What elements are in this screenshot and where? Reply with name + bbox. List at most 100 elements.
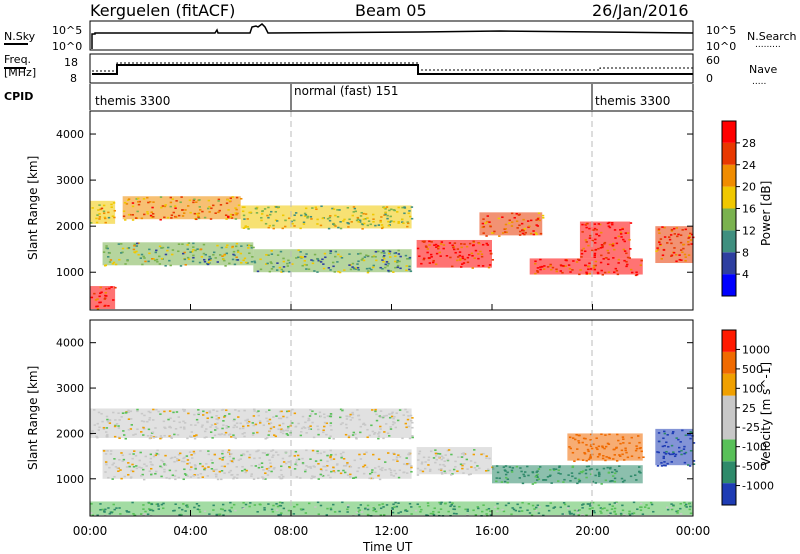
power-cell: [663, 236, 667, 238]
velocity-cell: [339, 472, 343, 475]
velocity-cell: [292, 513, 296, 515]
velocity-cell: [419, 510, 422, 513]
velocity-cell: [562, 481, 565, 483]
velocity-cell: [144, 510, 147, 513]
velocity-cell: [221, 458, 224, 461]
velocity-cell: [615, 502, 618, 505]
velocity-cell: [267, 469, 270, 472]
velocity-cell: [359, 458, 363, 460]
velocity-cell: [168, 425, 172, 428]
velocity-cell: [424, 467, 427, 470]
power-cell: [192, 199, 196, 201]
velocity-cell: [344, 433, 348, 436]
colorbar-tick-label: 8: [742, 246, 749, 259]
velocity-cell: [253, 504, 257, 506]
velocity-cell: [216, 427, 219, 430]
velocity-cell: [610, 508, 614, 510]
velocity-cell: [670, 503, 673, 505]
velocity-cell: [246, 418, 250, 421]
power-cell: [534, 232, 537, 234]
velocity-cell: [389, 469, 393, 472]
power-cell: [217, 200, 220, 202]
velocity-cell: [220, 478, 223, 481]
velocity-cell: [227, 451, 231, 453]
velocity-cell: [411, 435, 414, 437]
power-cell: [617, 235, 620, 238]
velocity-cell: [109, 511, 113, 514]
power-cell: [384, 208, 387, 210]
power-cell: [127, 247, 131, 249]
power-cell: [156, 260, 159, 263]
velocity-cell: [669, 453, 672, 456]
power-cell: [339, 221, 342, 223]
velocity-cell: [581, 441, 584, 444]
velocity-cell: [279, 431, 283, 433]
power-cell: [354, 267, 358, 270]
velocity-cell: [510, 469, 514, 472]
power-cell: [625, 252, 628, 255]
velocity-cell: [592, 443, 595, 446]
power-cell: [481, 243, 485, 246]
velocity-cell: [104, 461, 108, 463]
power-cell: [253, 260, 256, 263]
power-cell: [687, 237, 690, 240]
power-cell: [626, 263, 629, 266]
velocity-cell: [190, 457, 194, 459]
velocity-cell: [428, 470, 432, 472]
velocity-cell: [136, 410, 139, 413]
velocity-cell: [678, 446, 681, 449]
velocity-cell: [446, 459, 450, 462]
velocity-cell: [317, 433, 320, 436]
velocity-cell: [106, 420, 110, 423]
velocity-cell: [307, 417, 310, 420]
power-cell: [100, 291, 103, 294]
power-cell: [364, 213, 368, 215]
velocity-cell: [131, 457, 134, 460]
velocity-cell: [581, 504, 584, 506]
power-cell: [519, 230, 522, 233]
power-cell: [108, 261, 112, 263]
power-cell: [350, 221, 353, 223]
power-cell: [95, 305, 98, 308]
velocity-cell: [591, 501, 595, 504]
velocity-cell: [333, 471, 337, 474]
velocity-cell: [96, 436, 99, 439]
velocity-cell: [414, 509, 418, 512]
velocity-cell: [203, 467, 207, 470]
power-cell: [159, 196, 163, 198]
velocity-cell: [612, 448, 615, 451]
velocity-cell: [578, 479, 582, 482]
velocity-cell: [663, 461, 666, 463]
power-cell: [398, 260, 401, 263]
power-cell: [381, 267, 384, 270]
velocity-cell: [186, 437, 189, 440]
velocity-cell: [118, 458, 121, 461]
velocity-cell: [326, 415, 330, 417]
power-cell: [164, 253, 168, 256]
power-cell: [203, 216, 207, 219]
power-cell: [374, 224, 377, 227]
power-cell: [332, 223, 335, 225]
power-cell: [587, 268, 590, 271]
power-cell: [365, 267, 369, 270]
velocity-cell: [330, 470, 333, 473]
power-cell: [239, 252, 243, 255]
velocity-cell: [639, 506, 642, 508]
power-cell: [316, 223, 319, 225]
power-colorbar-label: Power [dB]: [759, 181, 773, 246]
power-cell: [363, 256, 367, 258]
velocity-cell: [111, 463, 114, 466]
power-cell: [110, 206, 113, 209]
power-cell: [601, 245, 604, 247]
velocity-ylabel: Slant Range [km]: [26, 366, 40, 470]
power-cell: [635, 271, 638, 274]
power-cell: [436, 245, 440, 247]
power-cell: [409, 270, 413, 273]
power-cell: [471, 267, 474, 269]
velocity-cell: [115, 422, 119, 425]
power-cell: [387, 262, 390, 265]
power-cell: [390, 220, 393, 222]
velocity-cell: [303, 427, 307, 429]
power-cell: [535, 224, 538, 226]
power-cell: [195, 218, 198, 221]
